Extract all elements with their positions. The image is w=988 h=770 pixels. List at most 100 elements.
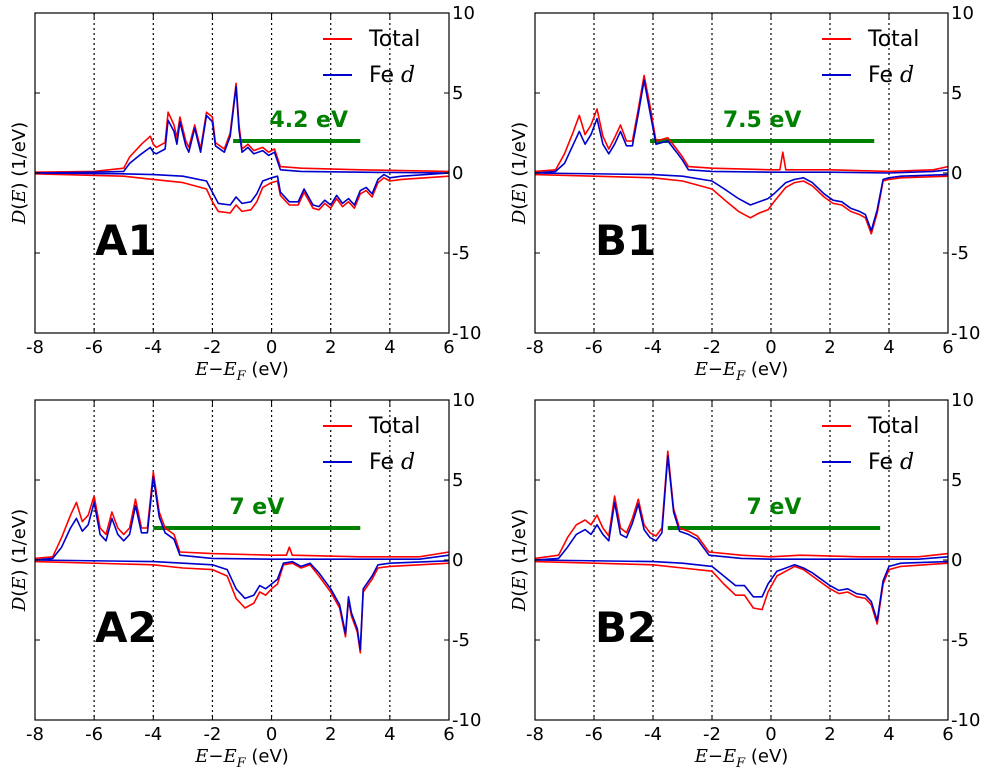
y-tick-label: 10 xyxy=(452,3,475,24)
series-fe-d-up xyxy=(34,85,450,174)
x-axis-label: E−EF (eV) xyxy=(194,359,289,384)
x-tick-label: 4 xyxy=(384,337,395,358)
y-tick-label: -10 xyxy=(452,710,481,731)
legend-label-total: Total xyxy=(368,27,420,52)
y-axis-label: D(E) (1/eV) xyxy=(9,122,30,225)
x-tick-label: -6 xyxy=(85,337,103,358)
y-tick-label: 0 xyxy=(452,550,463,571)
x-tick-label: 4 xyxy=(883,337,894,358)
panel-b1: 7.5 eV -8 -6 -4 -2 0 2 4 6 10 5 0 -5 -10 E−EF (eV) D(E)… xyxy=(509,3,980,384)
series-total-up xyxy=(534,450,949,560)
panel-label: B1 xyxy=(595,216,656,265)
x-tick-label: 6 xyxy=(443,724,454,745)
legend-label-total: Total xyxy=(867,414,919,439)
panel-label: B2 xyxy=(595,603,656,652)
x-axis-label: E−EF (eV) xyxy=(694,746,789,770)
y-tick-label: 5 xyxy=(452,470,463,491)
x-tick-label: 6 xyxy=(942,724,953,745)
legend: Total Fe d xyxy=(822,27,919,88)
y-tick-label: 5 xyxy=(951,470,962,491)
panel-a2: 7 eV -8 -6 -4 -2 0 2 4 6 10 5 0 -5 -10 E−EF (eV) D(E) (… xyxy=(9,390,481,770)
y-tick-label: -5 xyxy=(951,243,969,264)
series-total-down xyxy=(34,173,450,214)
x-tick-label: 6 xyxy=(443,337,454,358)
series-total-down xyxy=(534,560,949,625)
x-tick-label: 0 xyxy=(266,337,277,358)
y-tick-label: 10 xyxy=(951,390,974,411)
x-tick-label: -2 xyxy=(703,337,721,358)
legend-label-fe-d: Fe d xyxy=(868,450,914,475)
gap-label: 7 eV xyxy=(746,495,801,520)
x-tick-label: 0 xyxy=(765,337,776,358)
x-tick-label: -2 xyxy=(203,337,221,358)
x-tick-label: -4 xyxy=(144,337,162,358)
x-axis-label: E−EF (eV) xyxy=(194,746,289,770)
x-tick-label: -6 xyxy=(585,724,603,745)
series-fe-d-down xyxy=(34,172,450,208)
y-tick-label: -10 xyxy=(452,323,481,344)
series-total-up xyxy=(534,74,949,173)
y-tick-label: 5 xyxy=(452,83,463,104)
x-tick-label: -2 xyxy=(703,724,721,745)
y-tick-label: 0 xyxy=(951,550,962,571)
y-tick-label: 10 xyxy=(452,390,475,411)
series-total-up xyxy=(34,471,450,560)
x-tick-label: -8 xyxy=(526,724,544,745)
legend-label-fe-d: Fe d xyxy=(868,63,914,88)
x-tick-label: -8 xyxy=(526,337,544,358)
x-tick-label: -6 xyxy=(85,724,103,745)
y-tick-label: -10 xyxy=(951,710,980,731)
series-fe-d-up xyxy=(534,455,949,561)
legend: Total Fe d xyxy=(323,414,420,475)
x-tick-label: 4 xyxy=(883,724,894,745)
y-axis-label: D(E) (1/eV) xyxy=(509,122,530,225)
x-tick-label: -4 xyxy=(644,337,662,358)
panel-label: A2 xyxy=(95,603,157,652)
panel-a1: 4.2 eV -8 -6 -4 -2 0 2 4 6 10 5 0 -5 -10 E−EF (eV) D(E)… xyxy=(9,3,481,384)
x-tick-label: 2 xyxy=(325,337,336,358)
x-tick-label: 2 xyxy=(325,724,336,745)
gap-label: 4.2 eV xyxy=(269,108,348,133)
y-tick-label: -5 xyxy=(951,630,969,651)
series-total-up xyxy=(34,82,450,173)
y-tick-label: 0 xyxy=(452,163,463,184)
y-tick-label: -10 xyxy=(951,323,980,344)
series-fe-d-down xyxy=(34,559,450,651)
legend-label-fe-d: Fe d xyxy=(369,450,415,475)
x-tick-label: 2 xyxy=(824,337,835,358)
x-tick-label: 4 xyxy=(384,724,395,745)
x-tick-label: -8 xyxy=(26,724,44,745)
gap-label: 7 eV xyxy=(229,495,284,520)
y-tick-label: 10 xyxy=(951,3,974,24)
y-axis-label: D(E) (1/eV) xyxy=(9,509,30,612)
x-tick-label: 0 xyxy=(266,724,277,745)
legend: Total Fe d xyxy=(323,27,420,88)
x-tick-label: -6 xyxy=(585,337,603,358)
y-tick-label: -5 xyxy=(452,630,470,651)
y-tick-label: 0 xyxy=(951,163,962,184)
x-tick-label: 2 xyxy=(824,724,835,745)
series-fe-d-down xyxy=(534,559,949,622)
series-total-down xyxy=(534,173,949,235)
series-fe-d-up xyxy=(34,476,450,561)
series-fe-d-down xyxy=(534,172,949,232)
x-tick-label: -4 xyxy=(644,724,662,745)
panel-b2: 7 eV -8 -6 -4 -2 0 2 4 6 10 5 0 -5 -10 E−EF (eV) D(E) (… xyxy=(509,390,980,770)
x-tick-label: -4 xyxy=(144,724,162,745)
x-tick-label: 6 xyxy=(942,337,953,358)
gap-label: 7.5 eV xyxy=(723,108,802,133)
y-tick-label: -5 xyxy=(452,243,470,264)
series-fe-d-up xyxy=(534,79,949,174)
x-tick-label: -2 xyxy=(203,724,221,745)
panel-label: A1 xyxy=(95,216,157,265)
x-tick-label: -8 xyxy=(26,337,44,358)
legend-label-total: Total xyxy=(368,414,420,439)
x-axis-label: E−EF (eV) xyxy=(694,359,789,384)
y-tick-label: 5 xyxy=(951,83,962,104)
legend: Total Fe d xyxy=(822,414,919,475)
legend-label-fe-d: Fe d xyxy=(369,63,415,88)
y-axis-label: D(E) (1/eV) xyxy=(509,509,530,612)
legend-label-total: Total xyxy=(867,27,919,52)
x-tick-label: 0 xyxy=(765,724,776,745)
